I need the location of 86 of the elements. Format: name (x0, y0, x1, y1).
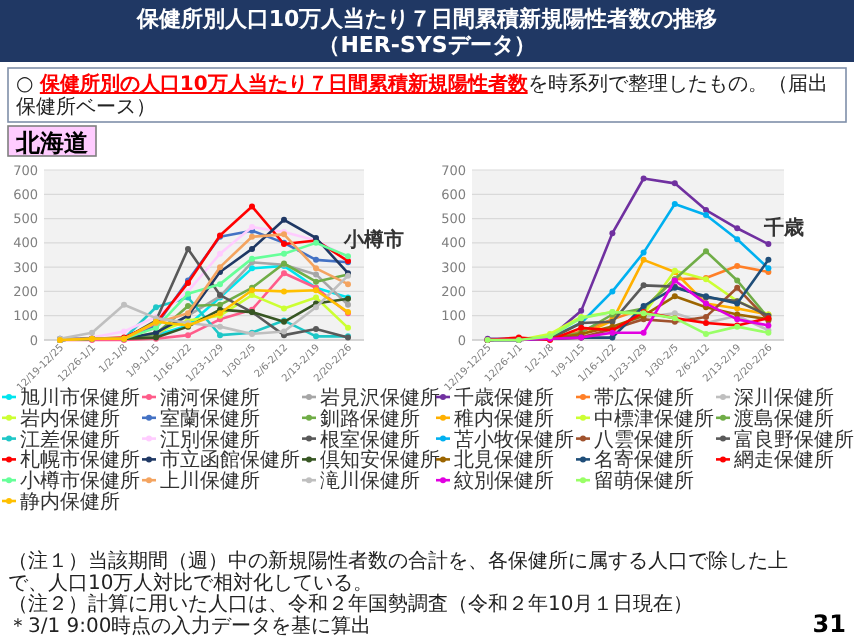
legend-label: 札幌市保健所 (20, 448, 140, 473)
annotation: 小樽市 (342, 228, 404, 253)
point (671, 180, 678, 187)
legend-label: 倶知安保健所 (320, 448, 440, 473)
point (345, 281, 351, 288)
point (313, 333, 319, 340)
legend-label: 網走保健所 (732, 448, 834, 473)
point (217, 250, 223, 257)
legend-label: 市立函館保健所 (160, 448, 300, 473)
point (671, 293, 678, 300)
point (121, 328, 127, 335)
legend-label: 小樽市保健所 (20, 469, 140, 494)
point (734, 236, 741, 243)
legend-label: 紋別保健所 (454, 469, 554, 494)
point (313, 294, 319, 301)
point (671, 201, 678, 207)
point (281, 250, 287, 257)
point (313, 265, 319, 272)
point (640, 256, 647, 263)
point (640, 175, 647, 182)
legend-label: 釧路保健所 (320, 406, 420, 431)
legend-label: 室蘭保健所 (160, 406, 260, 431)
point (313, 256, 319, 263)
point (217, 332, 223, 339)
point (281, 216, 287, 223)
legend-label: 八雲保健所 (594, 427, 694, 452)
point (153, 304, 159, 311)
point (185, 332, 191, 339)
text: 31 (812, 610, 846, 638)
point (734, 262, 741, 269)
legend-label: 旭川市保健所 (20, 386, 140, 410)
legend-label: 中標津保健所 (594, 406, 714, 431)
legend-label: 北見保健所 (454, 448, 554, 473)
point (734, 225, 741, 232)
legend-label: 富良野保健所 (734, 427, 854, 452)
point (640, 329, 647, 336)
point (281, 305, 287, 312)
point (640, 282, 647, 289)
text: （注２）計算に用いた人口は、令和２年国勢調査（令和２年10月１日現在） (8, 592, 694, 617)
point (217, 264, 223, 271)
legend-label: 名寄保健所 (594, 448, 694, 473)
legend-label: 上川保健所 (160, 469, 260, 494)
annotation: 千歳 (762, 216, 805, 241)
legend-label: 稚内保健所 (454, 406, 554, 431)
legend-label: 江差保健所 (20, 427, 120, 452)
point (703, 248, 709, 255)
point (734, 305, 741, 312)
point (313, 271, 319, 278)
text: 保健所別人口10万人当たり７日間累積新規陽性者数の推移（HER-SYSデータ） (134, 6, 718, 58)
legend-label: 留萌保健所 (594, 469, 694, 494)
legend-label: 浦河保健所 (160, 386, 260, 410)
point (345, 324, 351, 331)
legend-label: 静内保健所 (20, 490, 120, 514)
point (765, 322, 772, 329)
point (217, 301, 223, 308)
legend-label: 深川保健所 (734, 386, 834, 410)
text: （注１）当該期間（週）中の新規陽性者数の合計を、各保健所に属する人口で除した上で、人口10万人対比で相対化している。 (8, 549, 788, 595)
text: ○ 保健所別の人口10万人当たり７日間累積新規陽性者数を時系列で整理したもの。（届出保健所ベース） (16, 74, 828, 119)
point (217, 323, 223, 330)
legend-label: 苫小牧保健所 (454, 427, 574, 452)
legend-label: 根室保健所 (320, 427, 420, 452)
legend-label: 江別保健所 (160, 427, 260, 452)
legend-label: 岩見沢保健所 (320, 386, 440, 410)
point (640, 249, 647, 256)
point (313, 278, 319, 285)
point (609, 230, 616, 237)
point (281, 270, 287, 277)
point (249, 203, 255, 210)
point (609, 288, 616, 295)
point (765, 256, 772, 263)
point (734, 284, 741, 291)
point (121, 301, 127, 308)
text: 北海道 (14, 129, 90, 157)
point (765, 241, 772, 248)
point (217, 281, 223, 288)
point (89, 329, 95, 336)
legend-label: 帯広保健所 (594, 386, 694, 410)
legend-label: 岩内保健所 (20, 406, 120, 431)
point (281, 288, 287, 295)
point (249, 265, 255, 272)
text: ＊3/1 9:00時点の入力データを基に算出 (8, 614, 372, 638)
point (249, 233, 255, 240)
legend-label: 滝川保健所 (320, 469, 420, 494)
point (734, 277, 741, 284)
legend-label: 渡島保健所 (734, 406, 834, 431)
point (578, 307, 585, 314)
